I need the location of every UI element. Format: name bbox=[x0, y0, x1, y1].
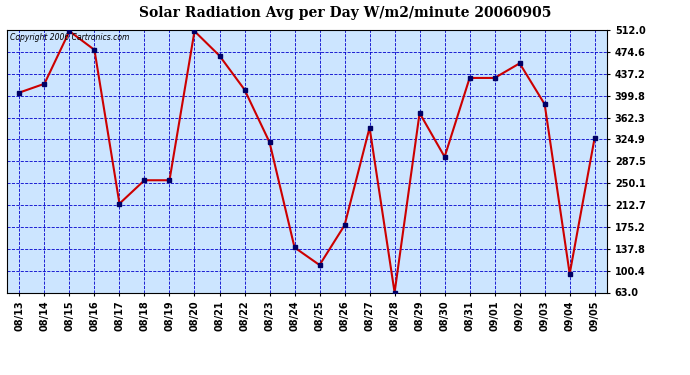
Text: Solar Radiation Avg per Day W/m2/minute 20060905: Solar Radiation Avg per Day W/m2/minute … bbox=[139, 6, 551, 20]
Text: Copyright 2006 Cartronics.com: Copyright 2006 Cartronics.com bbox=[10, 33, 129, 42]
